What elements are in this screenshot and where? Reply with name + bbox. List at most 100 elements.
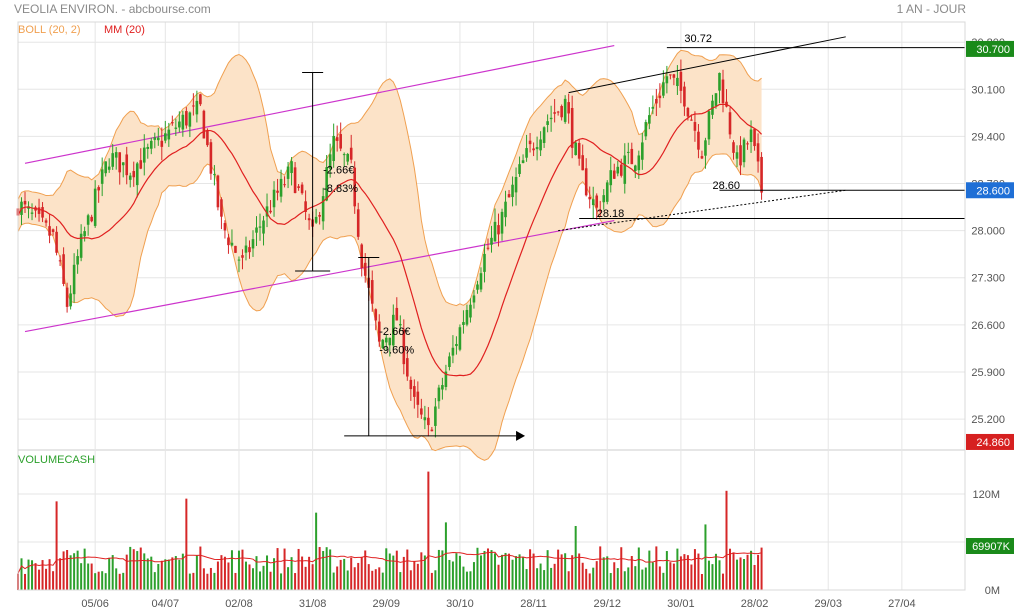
candle-body [493,221,497,242]
volume-bar [522,557,525,590]
candle-body [360,244,364,269]
annotation-text: -2.66€ [323,164,354,176]
y-tick-label: 26.600 [971,320,1005,332]
candle-body [121,162,125,166]
volume-bar [360,556,363,590]
volume-bar [564,553,567,590]
volume-bar [697,553,700,590]
candle-body [262,220,265,234]
candle-body [553,112,556,114]
vol-tick-label: 0M [985,585,1000,597]
candle-body [423,417,427,421]
volume-bar [20,558,23,590]
volume-bar [648,550,651,590]
candle-body [623,155,627,184]
volume-bar [139,547,142,590]
volume-bar [585,568,588,590]
candle-body [391,314,395,346]
volume-bar [581,562,584,590]
volume-bar [181,553,184,590]
candle-body [732,142,735,153]
volume-badge-bg [966,538,1014,554]
volume-bar [627,567,630,590]
volume-bar [244,561,247,590]
volume-bar [451,561,454,590]
volume-bar [276,548,279,590]
candle-body [51,229,55,232]
candle-body [128,175,132,180]
candle-body [132,171,136,178]
candle-body [97,187,100,191]
volume-bar [606,556,609,590]
candle-body [279,178,283,197]
volume-bar [97,571,100,590]
candle-body [167,129,171,140]
candle-body [114,152,118,158]
candle-body [437,387,441,402]
volume-bar [483,551,486,590]
candle-body [651,106,655,109]
volume-bar [711,564,714,590]
x-tick-label: 31/08 [299,598,327,610]
candle-body [697,131,700,150]
volume-bar [494,553,497,590]
candle-body [139,160,143,169]
candle-body [399,324,402,326]
volume-bar [497,564,500,590]
volume-bar [504,552,507,590]
candle-body [76,256,79,265]
volume-bar [45,568,48,590]
volume-bar [476,547,479,590]
candle-body [188,112,192,127]
candle-body [406,358,409,377]
candle-body [90,216,93,222]
volume-bar [206,573,209,590]
candle-body [455,343,458,347]
volume-bar [280,573,283,590]
candle-body [486,247,490,249]
volume-bar [336,566,339,590]
candle-body [290,161,293,174]
volume-bar [346,570,349,590]
volume-bar [427,471,430,590]
volume-bar [437,549,440,590]
x-tick-label: 29/03 [814,598,842,610]
volume-bar [486,548,489,590]
candle-body [37,207,41,214]
volume-bar [553,563,556,590]
candle-body [192,105,195,107]
chart-title: VEOLIA ENVIRON. - abcbourse.com [14,2,211,16]
candle-body [458,327,462,350]
volume-bar [59,558,62,590]
volume-bar [739,557,742,590]
candle-body [374,309,378,321]
volume-bar [550,567,553,590]
legend-mm: MM (20) [104,24,145,36]
volume-bar [129,546,132,590]
volume-bar [202,568,205,590]
volume-bar [55,501,58,590]
candle-body [616,166,620,174]
candle-body [146,146,150,149]
candle-body [634,165,637,172]
volume-bar [574,525,577,590]
candle-body [23,200,27,205]
candle-body [476,284,479,290]
candle-body [612,170,616,179]
candle-body [472,295,476,303]
volume-bar [304,566,307,590]
candle-body [602,195,606,203]
volume-bar [87,563,90,590]
volume-bar [683,554,686,590]
candle-body [598,210,602,212]
x-tick-label: 28/11 [520,598,547,610]
candle-body [588,196,592,200]
candle-body [714,93,718,106]
candle-body [483,253,486,272]
x-tick-label: 30/10 [446,598,474,610]
volume-bar [311,564,314,590]
volume-bar [90,563,93,590]
volume-bar [444,522,447,590]
volume-bar [378,567,381,590]
candle-body [234,245,237,253]
